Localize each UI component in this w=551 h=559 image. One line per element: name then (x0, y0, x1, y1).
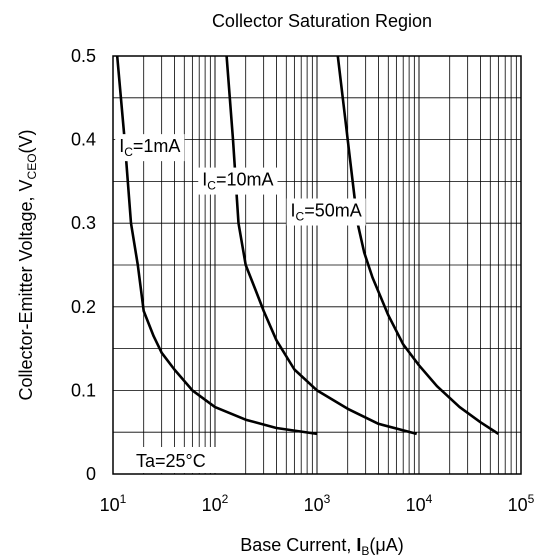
y-axis-ticks: 0 0.1 0.2 0.3 0.4 0.5 (71, 46, 96, 484)
curve-label-ic-10ma: IC=10mA (202, 170, 273, 193)
chart-title: Collector Saturation Region (212, 11, 432, 31)
x-tick-label: 105 (508, 492, 535, 515)
x-axis-label: Base Current, IB(μA) (240, 535, 403, 558)
y-tick-label: 0.2 (71, 297, 96, 317)
curve-label-ic-1ma: IC=1mA (119, 136, 180, 159)
y-tick-label: 0.5 (71, 46, 96, 66)
curve-label-1ma-group: IC=1mA (115, 134, 185, 162)
y-tick-label: 0 (86, 464, 96, 484)
series-line-3 (336, 55, 500, 435)
y-axis-label: Collector-Emitter Voltage, VCEO(V) (16, 129, 39, 400)
x-tick-label: 102 (202, 492, 229, 515)
plot-grid (113, 56, 521, 474)
plot-frame (112, 55, 522, 475)
temperature-annotation: Ta=25°C (136, 451, 206, 471)
series-line-1 (115, 55, 318, 436)
curve-label-ic-50ma: IC=50mA (291, 201, 362, 224)
x-tick-label: 104 (406, 492, 433, 515)
x-tick-label: 101 (100, 492, 127, 515)
curve-label-50ma-group: IC=50mA (286, 198, 366, 226)
x-axis-ticks: 101 102 103 104 105 (100, 492, 535, 515)
y-tick-label: 0.1 (71, 380, 96, 400)
y-tick-label: 0.3 (71, 213, 96, 233)
curve-label-10ma-group: IC=10mA (198, 167, 278, 195)
series-line-2 (225, 55, 418, 436)
y-tick-label: 0.4 (71, 130, 96, 150)
x-tick-label: 103 (304, 492, 331, 515)
